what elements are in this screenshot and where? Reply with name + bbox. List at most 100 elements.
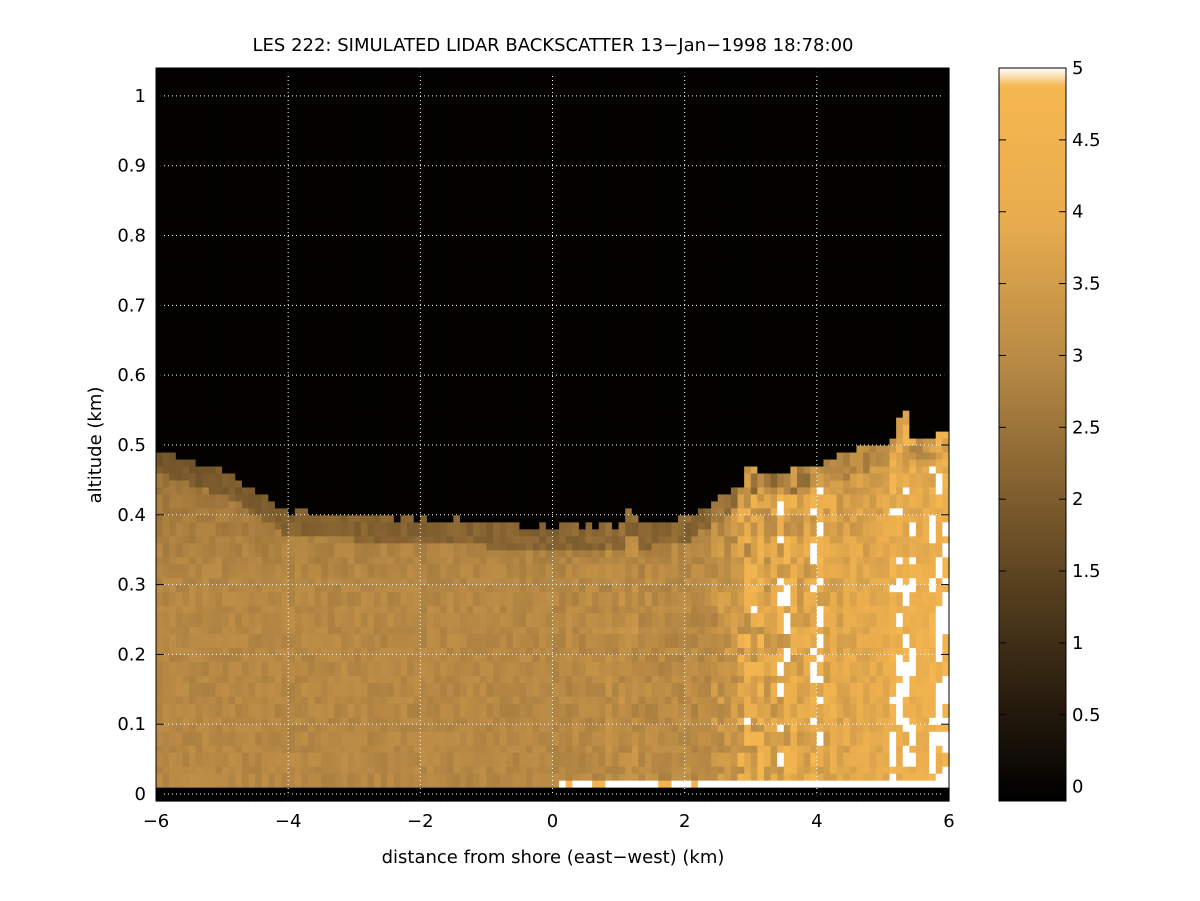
heatmap-cell: [393, 472, 402, 481]
heatmap-cell: [215, 514, 223, 523]
heatmap-cell: [420, 102, 428, 111]
heatmap-cell: [413, 81, 421, 90]
heatmap-cell: [281, 396, 289, 404]
heatmap-cell: [182, 675, 190, 683]
heatmap-cell: [374, 95, 382, 104]
heatmap-cell: [208, 640, 217, 649]
heatmap-cell: [189, 249, 197, 258]
heatmap-cell: [387, 95, 395, 104]
heatmap-cell: [327, 640, 336, 649]
heatmap-cell: [466, 633, 474, 642]
heatmap-cell: [228, 207, 236, 216]
heatmap-cell: [433, 535, 441, 544]
heatmap-cell: [248, 451, 256, 460]
heatmap-cell: [354, 144, 362, 153]
heatmap-cell: [387, 738, 395, 746]
heatmap-cell: [426, 354, 435, 362]
heatmap-cell: [215, 389, 223, 397]
heatmap-cell: [255, 486, 263, 495]
heatmap-cell: [281, 333, 289, 341]
heatmap-cell: [235, 458, 243, 467]
heatmap-cell: [446, 528, 454, 537]
heatmap-cell: [466, 696, 474, 704]
heatmap-cell: [228, 458, 236, 467]
heatmap-cell: [215, 158, 223, 167]
heatmap-cell: [169, 724, 177, 732]
heatmap-cell: [235, 410, 243, 418]
heatmap-cell: [347, 144, 355, 153]
heatmap-cell: [248, 109, 256, 118]
heatmap-cell: [261, 689, 269, 697]
heatmap-cell: [393, 277, 402, 286]
heatmap-cell: [274, 794, 283, 802]
heatmap-cell: [274, 242, 283, 251]
heatmap-cell: [453, 417, 461, 425]
heatmap-cell: [321, 242, 329, 251]
heatmap-cell: [407, 444, 415, 453]
heatmap-cell: [255, 116, 263, 125]
heatmap-cell: [360, 291, 369, 299]
heatmap-cell: [255, 787, 263, 795]
heatmap-cell: [367, 493, 375, 502]
heatmap-cell: [387, 766, 395, 774]
heatmap-cell: [274, 472, 283, 481]
heatmap-cell: [426, 759, 435, 767]
heatmap-cell: [195, 312, 203, 320]
heatmap-cell: [268, 221, 276, 230]
heatmap-cell: [156, 444, 164, 453]
heatmap-cell: [202, 465, 210, 474]
heatmap-cell: [169, 193, 177, 202]
heatmap-cell: [413, 780, 421, 788]
heatmap-cell: [440, 682, 448, 690]
heatmap-cell: [235, 137, 243, 146]
heatmap-cell: [446, 382, 454, 390]
heatmap-cell: [195, 305, 203, 313]
heatmap-cell: [374, 472, 382, 481]
heatmap-cell: [360, 465, 369, 474]
heatmap-cell: [281, 493, 289, 502]
heatmap-cell: [268, 640, 276, 649]
heatmap-cell: [341, 354, 349, 362]
heatmap-cell: [420, 186, 428, 195]
heatmap-cell: [215, 228, 223, 237]
heatmap-cell: [426, 368, 435, 376]
heatmap-cell: [387, 284, 395, 292]
heatmap-cell: [393, 619, 402, 628]
heatmap-cell: [459, 319, 468, 327]
heatmap-cell: [433, 612, 441, 621]
heatmap-cell: [367, 745, 375, 753]
heatmap-cell: [413, 326, 421, 334]
heatmap-cell: [274, 437, 283, 446]
heatmap-cell: [241, 396, 250, 404]
heatmap-cell: [307, 689, 316, 697]
heatmap-cell: [440, 137, 448, 146]
heatmap-cell: [360, 556, 369, 565]
heatmap-cell: [248, 137, 256, 146]
heatmap-cell: [175, 249, 184, 258]
heatmap-cell: [426, 417, 435, 425]
heatmap-cell: [354, 109, 362, 118]
heatmap-cell: [182, 340, 190, 348]
heatmap-cell: [334, 319, 342, 327]
heatmap-cell: [413, 696, 421, 704]
heatmap-cell: [255, 738, 263, 746]
heatmap-cell: [307, 312, 316, 320]
heatmap-cell: [294, 619, 302, 628]
heatmap-cell: [248, 249, 256, 258]
heatmap-cell: [407, 312, 415, 320]
heatmap-cell: [459, 417, 468, 425]
heatmap-cell: [248, 647, 256, 655]
heatmap-cell: [156, 172, 164, 181]
heatmap-cell: [156, 319, 164, 327]
heatmap-cell: [321, 424, 329, 432]
heatmap-cell: [314, 200, 322, 209]
heatmap-cell: [288, 612, 296, 621]
heatmap-cell: [156, 458, 164, 467]
heatmap-cell: [367, 207, 375, 216]
heatmap-cell: [281, 375, 289, 383]
heatmap-cell: [248, 787, 256, 795]
heatmap-cell: [255, 221, 263, 230]
heatmap-cell: [400, 794, 408, 802]
heatmap-cell: [248, 68, 256, 76]
heatmap-cell: [440, 689, 448, 697]
